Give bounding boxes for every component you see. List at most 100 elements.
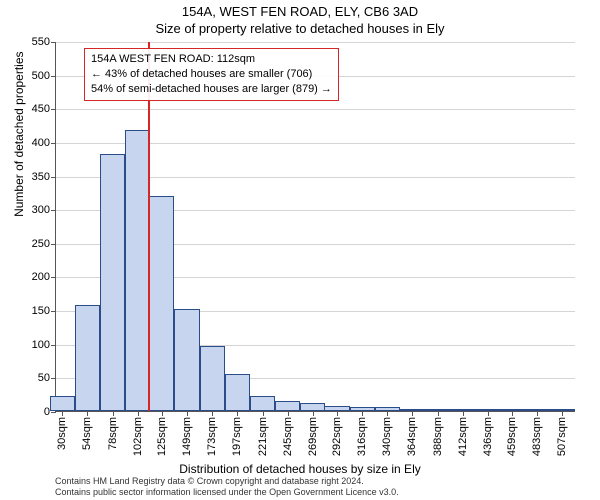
histogram-bar [475,409,500,411]
gridline [56,42,575,43]
x-tick-label: 245sqm [282,417,294,456]
histogram-bar [499,409,524,411]
y-tick-label: 100 [32,339,50,351]
chart-plot-area: 05010015020025030035040045050055030sqm54… [55,42,575,412]
y-tick-label: 450 [32,103,50,115]
x-tick-label: 459sqm [506,417,518,456]
y-tick-mark [51,244,56,245]
x-tick-label: 54sqm [81,417,93,450]
x-tick-label: 507sqm [556,417,568,456]
y-tick-label: 50 [38,372,50,384]
histogram-bar [100,154,125,411]
x-tick-mark [537,411,538,416]
histogram-bar [375,407,400,411]
y-tick-mark [51,177,56,178]
x-tick-mark [512,411,513,416]
histogram-bar [324,406,349,411]
y-tick-mark [51,42,56,43]
x-tick-label: 364sqm [406,417,418,456]
x-tick-mark [187,411,188,416]
y-tick-mark [51,76,56,77]
histogram-bar [125,130,150,411]
x-tick-mark [337,411,338,416]
y-tick-label: 200 [32,271,50,283]
x-tick-mark [362,411,363,416]
attribution-line: Contains HM Land Registry data © Crown c… [55,476,399,487]
x-tick-label: 197sqm [231,417,243,456]
y-tick-label: 500 [32,70,50,82]
x-tick-mark [263,411,264,416]
x-tick-mark [387,411,388,416]
y-tick-mark [51,345,56,346]
x-tick-mark [113,411,114,416]
callout-line: 154A WEST FEN ROAD: 112sqm [91,52,332,67]
histogram-bar [525,409,550,411]
histogram-bar [200,346,225,411]
gridline [56,109,575,110]
y-tick-label: 250 [32,238,50,250]
histogram-bar [250,396,275,411]
x-tick-mark [138,411,139,416]
histogram-bar [425,409,450,411]
x-tick-mark [412,411,413,416]
histogram-bar [50,396,75,411]
attribution-line: Contains public sector information licen… [55,487,399,498]
histogram-bar [174,309,199,411]
x-tick-mark [212,411,213,416]
x-tick-mark [288,411,289,416]
histogram-bar [400,409,425,411]
x-tick-mark [438,411,439,416]
x-tick-mark [62,411,63,416]
histogram-bar [149,196,174,411]
x-tick-label: 125sqm [156,417,168,456]
x-tick-label: 269sqm [307,417,319,456]
y-tick-label: 150 [32,305,50,317]
y-tick-label: 350 [32,171,50,183]
x-tick-label: 436sqm [482,417,494,456]
y-tick-mark [51,210,56,211]
y-tick-label: 400 [32,137,50,149]
chart-title-main: 154A, WEST FEN ROAD, ELY, CB6 3AD [0,4,600,19]
y-tick-label: 300 [32,204,50,216]
histogram-bar [450,409,475,411]
x-tick-label: 30sqm [56,417,68,450]
histogram-bar [350,407,375,411]
x-tick-mark [162,411,163,416]
y-tick-mark [51,109,56,110]
x-tick-label: 292sqm [331,417,343,456]
x-tick-mark [463,411,464,416]
x-tick-label: 316sqm [356,417,368,456]
y-tick-mark [51,378,56,379]
histogram-bar [300,403,325,411]
histogram-bar [225,374,250,411]
histogram-bar [550,409,575,411]
x-tick-label: 102sqm [132,417,144,456]
y-tick-mark [51,311,56,312]
x-tick-mark [488,411,489,416]
x-tick-label: 412sqm [457,417,469,456]
x-tick-label: 149sqm [181,417,193,456]
x-tick-mark [313,411,314,416]
x-tick-mark [87,411,88,416]
y-tick-label: 550 [32,36,50,48]
y-tick-mark [51,412,56,413]
callout-line: ← 43% of detached houses are smaller (70… [91,67,332,82]
chart-title-sub: Size of property relative to detached ho… [0,21,600,36]
callout-box: 154A WEST FEN ROAD: 112sqm← 43% of detac… [84,48,339,101]
histogram-bar [75,305,100,411]
y-axis-label: Number of detached properties [12,51,26,216]
x-tick-label: 221sqm [257,417,269,456]
x-axis-label: Distribution of detached houses by size … [0,462,600,476]
attribution-text: Contains HM Land Registry data © Crown c… [55,476,399,498]
x-tick-label: 340sqm [381,417,393,456]
x-tick-mark [562,411,563,416]
x-tick-label: 483sqm [531,417,543,456]
x-tick-mark [237,411,238,416]
x-tick-label: 388sqm [432,417,444,456]
histogram-bar [275,401,300,411]
x-tick-label: 173sqm [206,417,218,456]
x-tick-label: 78sqm [107,417,119,450]
callout-line: 54% of semi-detached houses are larger (… [91,82,332,97]
y-tick-mark [51,277,56,278]
y-tick-mark [51,143,56,144]
